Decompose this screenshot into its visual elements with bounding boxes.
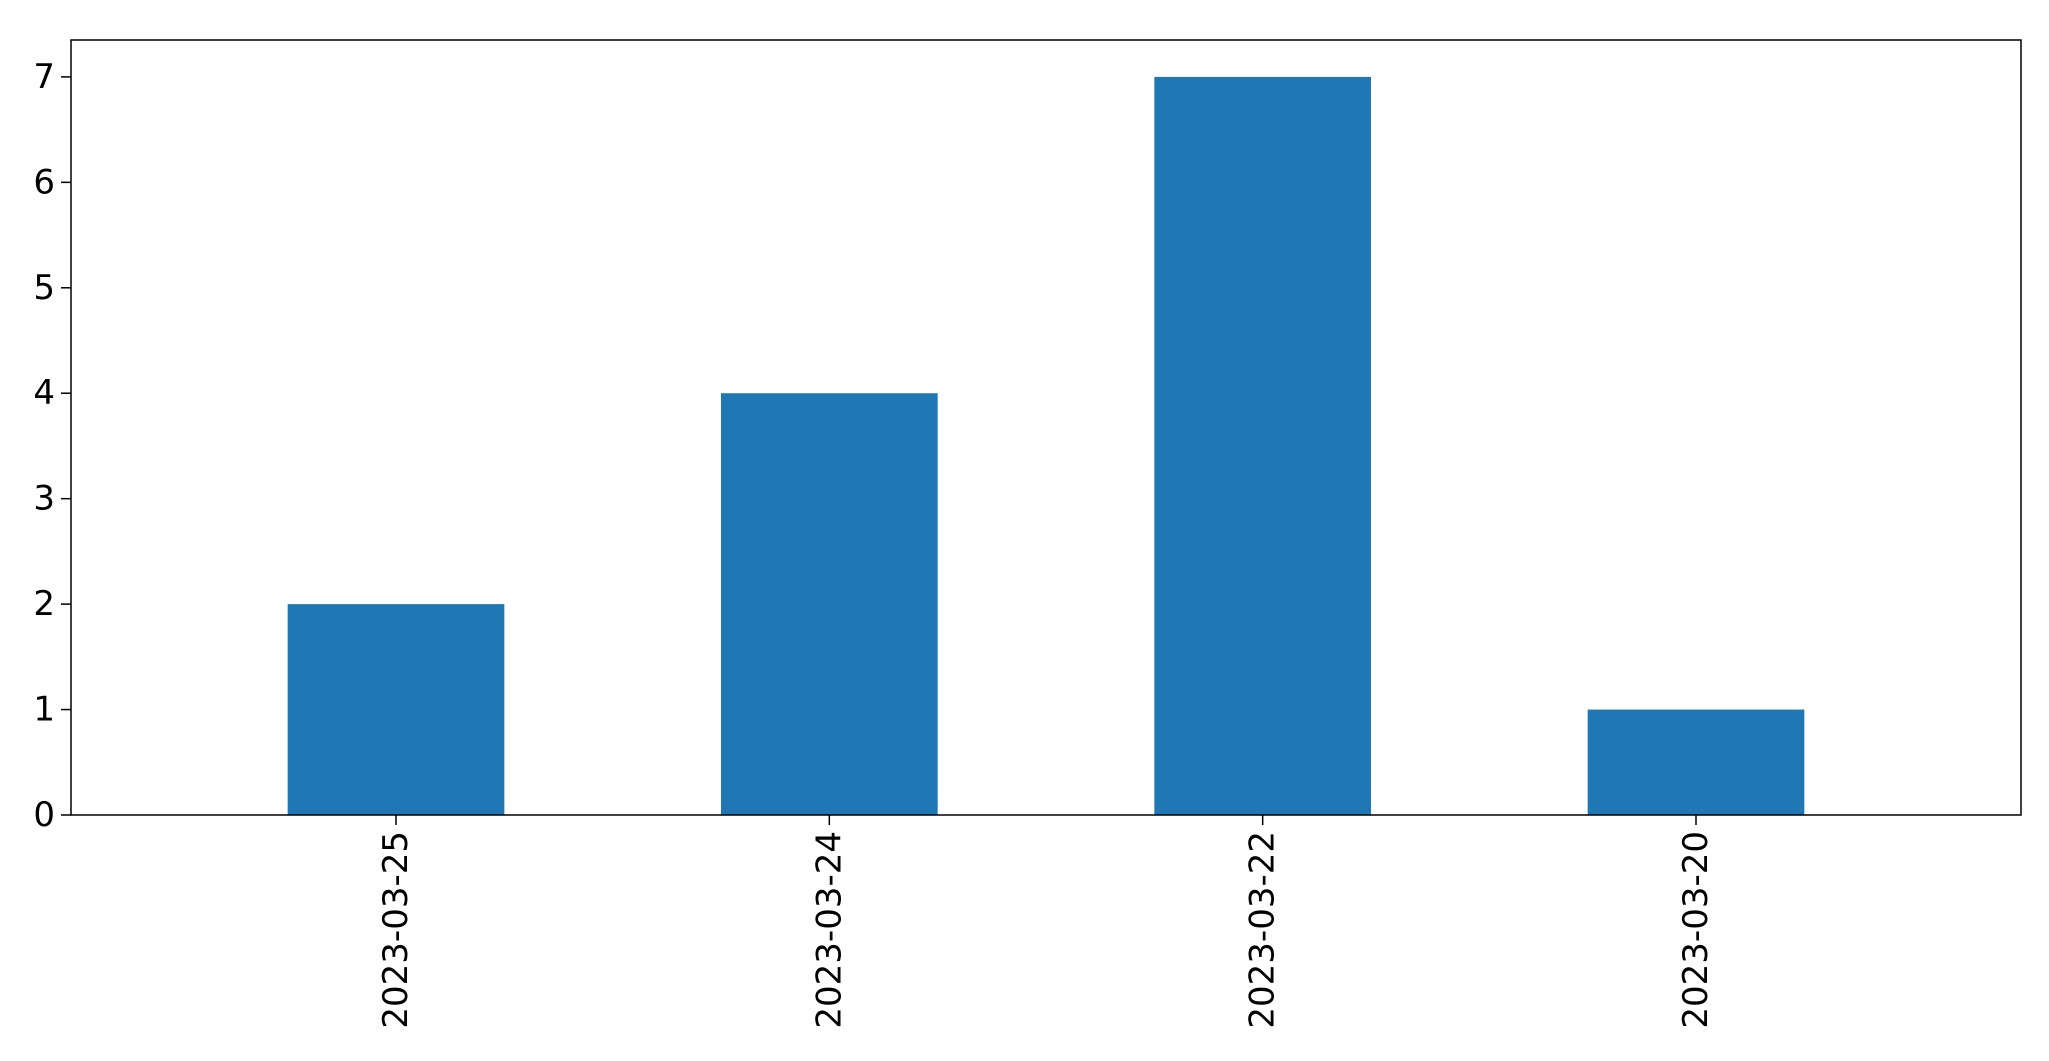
y-tick-label: 4	[33, 373, 55, 413]
y-tick-label: 5	[33, 268, 55, 308]
y-axis: 0 1 2 3 4 5 6 7	[33, 57, 71, 835]
bar-2023-03-24	[721, 393, 938, 815]
bar-2023-03-20	[1587, 709, 1805, 815]
y-tick-label: 6	[33, 162, 55, 202]
y-tick-label: 0	[33, 795, 55, 835]
bar-2023-03-22	[1154, 76, 1371, 815]
bars-layer	[287, 76, 1805, 815]
bar-2023-03-25	[287, 604, 505, 815]
x-axis: 2023-03-25 2023-03-24 2023-03-22 2023-03-20	[376, 815, 1716, 1029]
x-tick-label: 2023-03-25	[376, 831, 416, 1029]
plot-frame	[70, 39, 2022, 816]
y-tick-label: 2	[33, 584, 55, 624]
x-tick-label: 2023-03-24	[809, 831, 849, 1029]
y-tick-label: 1	[33, 690, 55, 730]
y-tick-label: 7	[33, 57, 55, 97]
y-tick-label: 3	[33, 479, 55, 519]
x-tick-label: 2023-03-22	[1243, 831, 1283, 1029]
x-tick-label: 2023-03-20	[1676, 831, 1716, 1029]
